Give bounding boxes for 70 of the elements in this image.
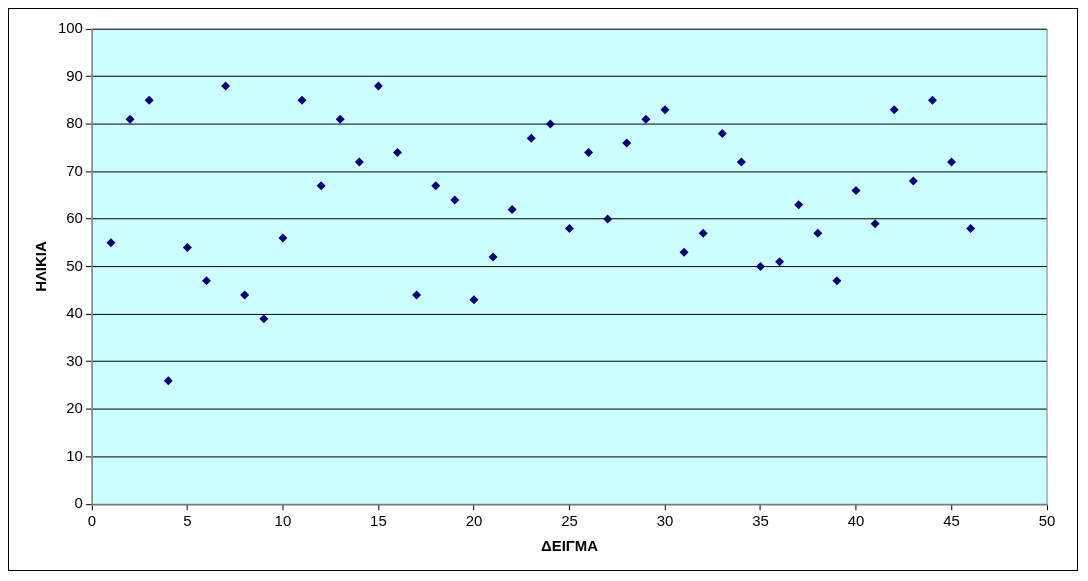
point xyxy=(297,95,307,105)
point xyxy=(622,138,632,148)
point xyxy=(698,228,708,238)
point xyxy=(603,214,613,224)
point xyxy=(717,129,727,138)
x-tick-label: 5 xyxy=(183,512,192,530)
x-tick-label: 45 xyxy=(943,512,960,530)
point xyxy=(278,233,288,243)
y-tick-label: 90 xyxy=(66,66,83,84)
point xyxy=(316,181,326,191)
point xyxy=(259,314,269,324)
point xyxy=(335,114,345,124)
y-tick-label: 20 xyxy=(66,399,83,417)
point xyxy=(393,148,403,157)
point xyxy=(889,105,899,115)
point xyxy=(564,224,574,234)
point xyxy=(354,157,364,167)
point xyxy=(832,276,842,286)
point xyxy=(966,224,976,234)
point xyxy=(813,228,823,238)
point xyxy=(221,81,231,91)
point xyxy=(526,133,536,143)
point xyxy=(125,114,135,124)
x-tick-label: 40 xyxy=(847,512,865,530)
point xyxy=(947,157,957,167)
x-tick-label: 10 xyxy=(274,512,292,530)
point xyxy=(431,181,441,191)
point xyxy=(908,176,918,186)
x-tick-label: 25 xyxy=(561,512,578,530)
point xyxy=(545,119,555,129)
y-tick-label: 0 xyxy=(74,494,83,512)
y-tick-label: 60 xyxy=(66,209,83,227)
point xyxy=(450,195,460,205)
point xyxy=(412,290,422,300)
x-tick-label: 35 xyxy=(752,512,769,530)
point xyxy=(870,219,880,229)
point xyxy=(182,243,192,253)
point xyxy=(641,114,651,124)
point xyxy=(488,252,498,262)
x-tick-label: 0 xyxy=(87,512,97,530)
point xyxy=(927,95,937,105)
point xyxy=(240,290,250,300)
point xyxy=(106,238,116,248)
point xyxy=(202,276,211,286)
y-tick-label: 30 xyxy=(66,351,83,369)
point xyxy=(756,262,765,272)
point xyxy=(507,205,517,215)
point xyxy=(584,148,594,157)
y-tick-label: 50 xyxy=(66,256,83,274)
y-tick-label: 70 xyxy=(66,161,83,179)
point xyxy=(163,376,173,386)
x-tick-label: 50 xyxy=(1038,512,1056,530)
point xyxy=(736,157,746,167)
point xyxy=(144,95,154,105)
x-tick-label: 15 xyxy=(370,512,387,530)
x-axis-title: ΔΕΙΓΜΑ xyxy=(540,537,599,555)
point xyxy=(851,186,861,196)
point xyxy=(373,81,383,91)
point xyxy=(660,105,670,115)
x-tick-label: 30 xyxy=(656,512,674,530)
y-tick-label: 80 xyxy=(66,114,83,132)
y-tick-label: 40 xyxy=(66,304,83,322)
x-tick-label: 20 xyxy=(465,512,483,530)
point xyxy=(469,295,479,305)
y-tick-label: 10 xyxy=(66,446,83,464)
point xyxy=(679,247,689,257)
point xyxy=(775,257,785,267)
y-tick-label: 100 xyxy=(57,19,83,37)
y-axis-title: ΗΛΙΚΙΑ xyxy=(32,241,50,292)
point xyxy=(794,200,804,210)
